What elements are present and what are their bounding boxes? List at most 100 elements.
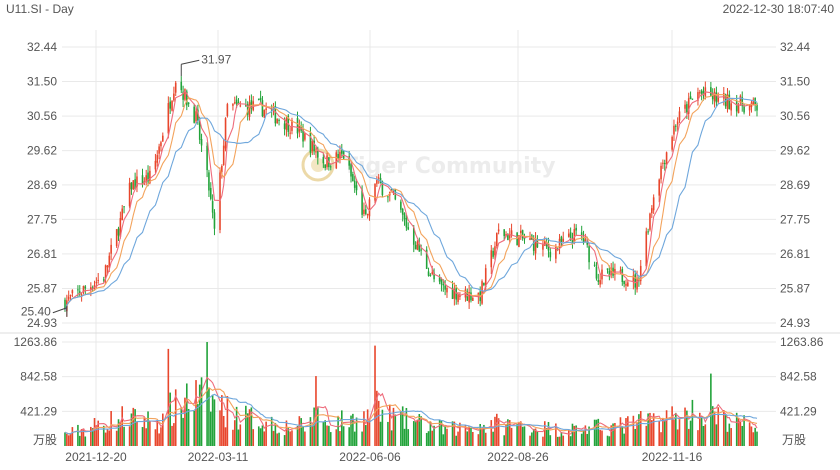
- candle-body: [678, 111, 681, 121]
- volume-bar: [621, 426, 624, 446]
- volume-bar: [593, 419, 596, 446]
- candle-body: [97, 279, 100, 281]
- volume-ma20-line: [64, 393, 758, 435]
- volume-bar: [322, 421, 325, 446]
- date-tick-label: 2022-03-11: [188, 450, 249, 464]
- volume-bar: [519, 421, 522, 446]
- volume-bar: [232, 429, 234, 446]
- candle-body: [368, 199, 371, 217]
- candle-body: [381, 181, 384, 196]
- candle-body: [748, 104, 751, 111]
- candle-body: [675, 125, 677, 127]
- candle-body: [691, 98, 694, 100]
- volume-bar: [195, 380, 197, 446]
- volume-tick-label: 421.29: [20, 404, 57, 418]
- volume-bar: [686, 410, 688, 446]
- volume-bar: [438, 419, 441, 446]
- volume-bar: [599, 429, 601, 446]
- candle-body: [519, 230, 522, 233]
- watermark: Tiger Community: [301, 148, 556, 182]
- volume-bar: [647, 413, 649, 446]
- volume-bar: [444, 426, 446, 446]
- candle-body: [324, 164, 326, 168]
- volume-bar: [651, 420, 653, 446]
- volume-bar: [713, 411, 716, 446]
- volume-bar: [675, 412, 677, 446]
- candle-body: [132, 180, 135, 190]
- candle-body: [606, 268, 609, 270]
- candle-body: [483, 282, 485, 286]
- volume-bar: [237, 429, 240, 446]
- volume-ma5-line: [64, 376, 758, 435]
- candle-body: [95, 281, 98, 284]
- price-axis-right: 32.44 31.50 30.56 29.62 28.69 27.75 26.81 25.87…: [780, 40, 810, 330]
- candle-body: [169, 101, 171, 109]
- candle-body: [739, 95, 742, 103]
- candle-body: [658, 179, 660, 196]
- candle-body: [187, 102, 190, 104]
- volume-bar: [84, 436, 87, 446]
- candle-body: [497, 229, 500, 232]
- volume-bar: [208, 388, 210, 446]
- candle-body: [573, 229, 576, 242]
- volume-bar: [235, 406, 238, 446]
- volume-bar: [433, 425, 435, 446]
- timestamp: 2022-12-30 18:07:40: [723, 2, 835, 16]
- volume-bar: [405, 407, 408, 446]
- volume-bar: [341, 410, 343, 446]
- candle-body: [438, 277, 441, 282]
- candle-body: [645, 231, 648, 267]
- volume-bar: [556, 436, 559, 446]
- candle-body: [508, 234, 511, 239]
- candle-body: [274, 106, 277, 124]
- candle-body: [743, 105, 745, 113]
- candle-body: [252, 101, 255, 111]
- candle-body: [698, 92, 701, 94]
- candle-body: [130, 182, 133, 190]
- volume-bar: [104, 432, 107, 446]
- volume-bar: [558, 436, 561, 446]
- candle-body: [687, 98, 690, 114]
- volume-bar: [134, 409, 136, 446]
- volume-bar: [660, 432, 662, 446]
- candle-body: [90, 287, 92, 290]
- volume-bar: [376, 390, 378, 446]
- volume-bar: [689, 420, 692, 446]
- volume-bar: [364, 425, 367, 446]
- volume-bar: [263, 431, 266, 446]
- price-tick-label: 29.62: [27, 144, 57, 158]
- volume-bar: [64, 432, 66, 446]
- price-axis-left: 32.44 31.50 30.56 29.62 28.69 27.75 26.81 25.87…: [27, 40, 57, 330]
- volume-tick-label: 842.58: [780, 370, 817, 384]
- candle-body: [185, 91, 188, 106]
- volume-bar: [352, 413, 354, 446]
- volume-bar: [425, 432, 428, 446]
- volume-bar: [645, 425, 648, 446]
- volume-bar: [698, 412, 701, 446]
- candle-body: [560, 236, 563, 243]
- candle-body: [623, 281, 625, 285]
- volume-bar: [730, 428, 732, 446]
- price-tick-label: 30.56: [780, 109, 810, 123]
- candle-body: [728, 94, 731, 110]
- candle-body: [219, 172, 221, 230]
- candle-body: [405, 218, 408, 228]
- volume-bar: [366, 409, 369, 446]
- candle-body: [232, 103, 234, 106]
- candle-body: [595, 266, 598, 279]
- volume-bar: [270, 416, 273, 446]
- volume-bar: [363, 411, 365, 446]
- volume-bar: [154, 429, 157, 446]
- candle-body: [302, 128, 304, 142]
- candle-body: [248, 102, 251, 117]
- candle-body: [420, 249, 422, 251]
- candle-body: [660, 165, 662, 180]
- candle-body: [649, 213, 651, 230]
- candle-body: [392, 191, 395, 193]
- volume-bar: [102, 425, 105, 446]
- volume-bar: [392, 407, 395, 446]
- volume-bar: [185, 383, 188, 446]
- candle-body: [278, 119, 280, 121]
- volume-bar: [377, 400, 380, 446]
